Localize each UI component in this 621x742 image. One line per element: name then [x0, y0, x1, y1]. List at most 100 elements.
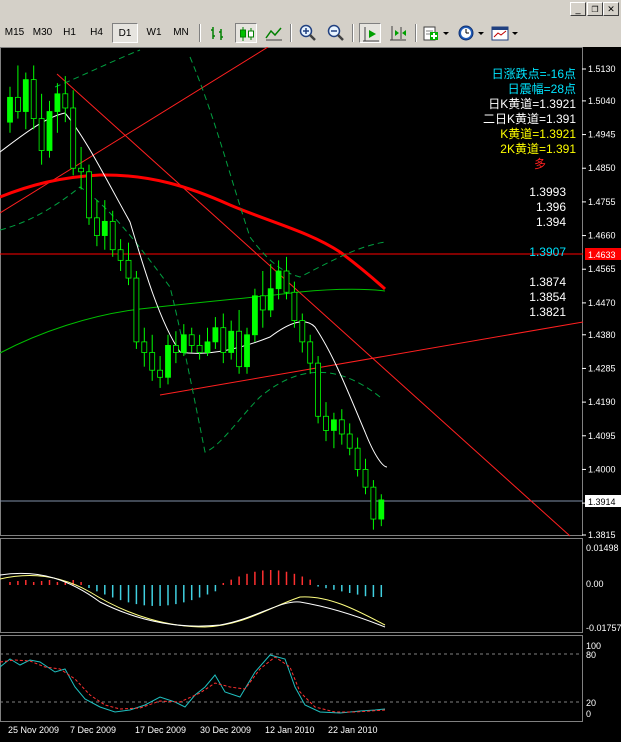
candlestick-series	[7, 65, 385, 530]
close-button[interactable]: ✕	[603, 2, 619, 16]
restore-button[interactable]: ❐	[587, 2, 603, 16]
price-tick-label: 1.3815	[588, 530, 616, 540]
candle-body	[133, 277, 140, 343]
indicators-icon	[423, 26, 449, 41]
price-tick-label: 1.4190	[588, 397, 616, 407]
timeframe-toolbar: M15 M30 H1 H4 D1 W1 MN	[0, 20, 621, 46]
candle-body	[7, 96, 13, 123]
macd-signal-line	[0, 575, 386, 628]
level-label: 1.3993	[529, 185, 566, 199]
timeframe-mn-button[interactable]: MN	[173, 27, 189, 38]
candle-body	[101, 220, 108, 236]
price-tick-label: 1.4000	[588, 464, 616, 474]
stoch-main-line	[0, 654, 386, 714]
level-label: 1.3907	[529, 245, 566, 259]
templates-button[interactable]	[490, 23, 520, 43]
price-tick-label: 1.4755	[588, 197, 616, 207]
zoom-out-button[interactable]	[325, 23, 347, 43]
candlestick-icon	[240, 27, 254, 41]
line-chart-button[interactable]	[263, 23, 285, 43]
macd-frame	[0, 538, 583, 633]
date-label: 30 Dec 2009	[200, 725, 251, 735]
templates-icon	[491, 26, 518, 41]
line-chart-icon	[265, 27, 282, 41]
zoom-in-icon	[299, 24, 316, 41]
zoom-out-icon	[327, 24, 344, 41]
toolbar: _ ❐ ✕ M15 M30 H1 H4 D1 W1 MN	[0, 0, 621, 47]
candle-body	[22, 79, 29, 112]
price-level-label: 1.4633	[588, 250, 616, 260]
clock-icon	[458, 25, 484, 41]
candle-body	[378, 499, 385, 520]
candle-body	[62, 93, 69, 109]
candle-body	[244, 334, 250, 368]
candle-body	[157, 369, 164, 378]
candle-body	[354, 447, 361, 470]
info-k-line: K黄道=1.3921	[500, 127, 576, 141]
bollinger-lower-line	[0, 186, 381, 453]
candle-body	[338, 419, 345, 435]
ma-green-line	[0, 288, 386, 354]
candle-body	[346, 433, 353, 449]
support-trend-line[interactable]	[159, 321, 584, 396]
info-daily-range: 日震幅=28点	[507, 82, 576, 96]
candle-body	[78, 167, 84, 173]
auto-scroll-button[interactable]	[359, 23, 381, 43]
macd-main-line	[0, 572, 386, 628]
candle-body	[38, 118, 45, 151]
candle-body	[330, 419, 337, 431]
timeframe-h4-button[interactable]: H4	[90, 27, 103, 38]
upper-trend-line[interactable]	[0, 47, 269, 214]
timeframe-w1-button[interactable]: W1	[146, 27, 162, 38]
indicators-button[interactable]	[421, 23, 451, 43]
info-daily-change: 日涨跌点=-16点	[491, 67, 576, 81]
price-tick-label: 1.5040	[588, 96, 616, 106]
candle-body	[299, 320, 306, 343]
macd-axis-mid: 0.00	[586, 579, 604, 589]
candle-body	[315, 362, 322, 417]
candle-body	[70, 107, 77, 169]
bollinger-upper-line	[54, 49, 141, 88]
toolbar-separator	[415, 24, 417, 42]
level-label: 1.396	[535, 200, 566, 214]
candle-body	[236, 330, 243, 368]
price-tick-label: 1.5130	[588, 64, 616, 74]
toolbar-separator	[352, 24, 354, 42]
auto-scroll-icon	[363, 27, 379, 42]
timeframe-m15-button[interactable]: M15	[4, 27, 25, 38]
level-label: 1.3821	[529, 305, 566, 319]
candle-body	[228, 330, 235, 353]
chart-canvas[interactable]: 1.5130 1.5040 1.4945 1.4850 1.4755 1.4660 1.45…	[0, 47, 621, 742]
main-chart-frame	[0, 47, 583, 536]
info-2k-line: 2K黄道=1.391	[500, 142, 576, 156]
candle-body	[259, 295, 266, 311]
chart-window[interactable]: 1.5130 1.5040 1.4945 1.4850 1.4755 1.4660 1.45…	[0, 47, 621, 742]
price-axis: 1.5130 1.5040 1.4945 1.4850 1.4755 1.4660 1.45…	[582, 64, 616, 540]
candle-body	[370, 486, 377, 520]
candle-body	[125, 259, 132, 279]
stoch-frame	[0, 635, 583, 722]
periods-button[interactable]	[456, 23, 486, 43]
candle-body	[165, 345, 171, 378]
stoch-axis-20: 20	[586, 698, 596, 708]
candle-body	[54, 93, 61, 112]
toolbar-separator	[199, 24, 201, 42]
candle-body	[291, 291, 298, 322]
minimize-button[interactable]: _	[570, 2, 586, 16]
price-tick-label: 1.4565	[588, 264, 616, 274]
candle-body	[204, 341, 211, 353]
current-price-label-box	[585, 495, 621, 507]
chart-shift-button[interactable]	[387, 23, 409, 43]
candle-body	[109, 220, 116, 251]
zoom-in-button[interactable]	[297, 23, 319, 43]
candle-body	[362, 469, 369, 488]
stoch-axis-100: 100	[586, 641, 601, 651]
timeframe-d1-button[interactable]: D1	[112, 23, 138, 43]
info-direction: 多	[533, 157, 546, 171]
candlestick-button[interactable]	[235, 23, 257, 43]
ma-red-line	[0, 173, 387, 291]
descending-trend-line[interactable]	[56, 73, 571, 537]
bar-chart-button[interactable]	[207, 23, 229, 43]
timeframe-h1-button[interactable]: H1	[63, 27, 76, 38]
timeframe-m30-button[interactable]: M30	[32, 27, 53, 38]
